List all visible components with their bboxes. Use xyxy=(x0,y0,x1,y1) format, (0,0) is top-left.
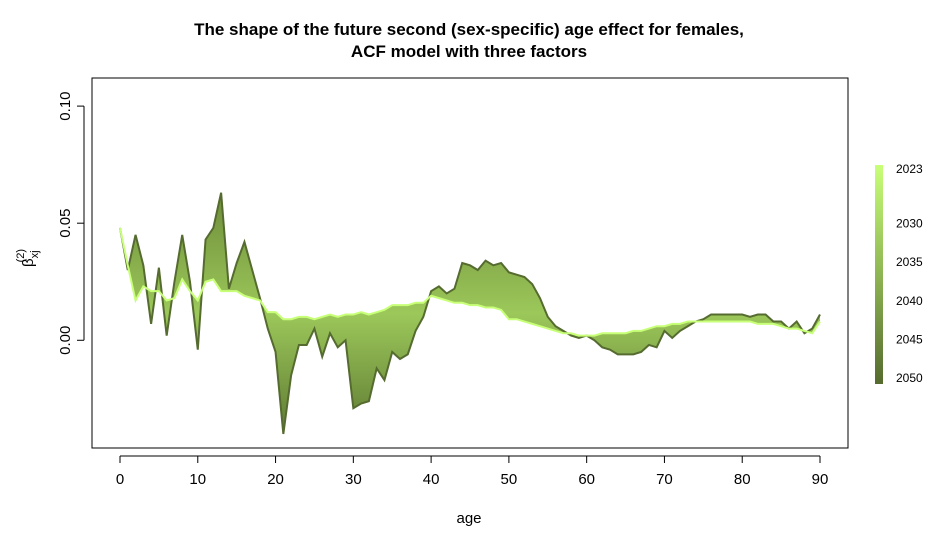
y-label-base: β xyxy=(20,258,37,267)
x-tick-label: 60 xyxy=(578,471,595,488)
y-label-sup: (2) xyxy=(15,249,27,262)
x-tick-label: 10 xyxy=(189,471,206,488)
x-tick-label: 0 xyxy=(116,471,124,488)
y-label-sub: xj xyxy=(29,250,41,258)
x-tick-label: 90 xyxy=(812,471,829,488)
y-tick-label: 0.10 xyxy=(57,91,74,120)
chart-title: The shape of the future second (sex-spec… xyxy=(194,20,744,39)
x-tick-label: 30 xyxy=(345,471,362,488)
colorbar-label: 2050 xyxy=(896,371,923,385)
colorbar-label: 2040 xyxy=(896,294,923,308)
colorbar xyxy=(875,165,883,384)
chart-title: ACF model with three factors xyxy=(351,42,587,61)
plot-frame xyxy=(91,77,849,449)
x-tick-label: 80 xyxy=(734,471,751,488)
colorbar-label: 2023 xyxy=(896,162,923,176)
x-tick-label: 70 xyxy=(656,471,673,488)
series-line xyxy=(119,192,821,435)
x-tick-label: 20 xyxy=(267,471,284,488)
y-tick-label: 0.05 xyxy=(57,209,74,238)
y-tick-label: 0.00 xyxy=(57,326,74,355)
series-line xyxy=(119,227,821,337)
colorbar-label: 2030 xyxy=(896,216,923,230)
x-tick-label: 40 xyxy=(423,471,440,488)
y-axis-label: βxj(2) xyxy=(15,249,41,267)
x-axis-label: age xyxy=(456,510,481,527)
colorbar-label: 2035 xyxy=(896,255,923,269)
colorbar-label: 2045 xyxy=(896,332,923,346)
x-tick-label: 50 xyxy=(501,471,518,488)
